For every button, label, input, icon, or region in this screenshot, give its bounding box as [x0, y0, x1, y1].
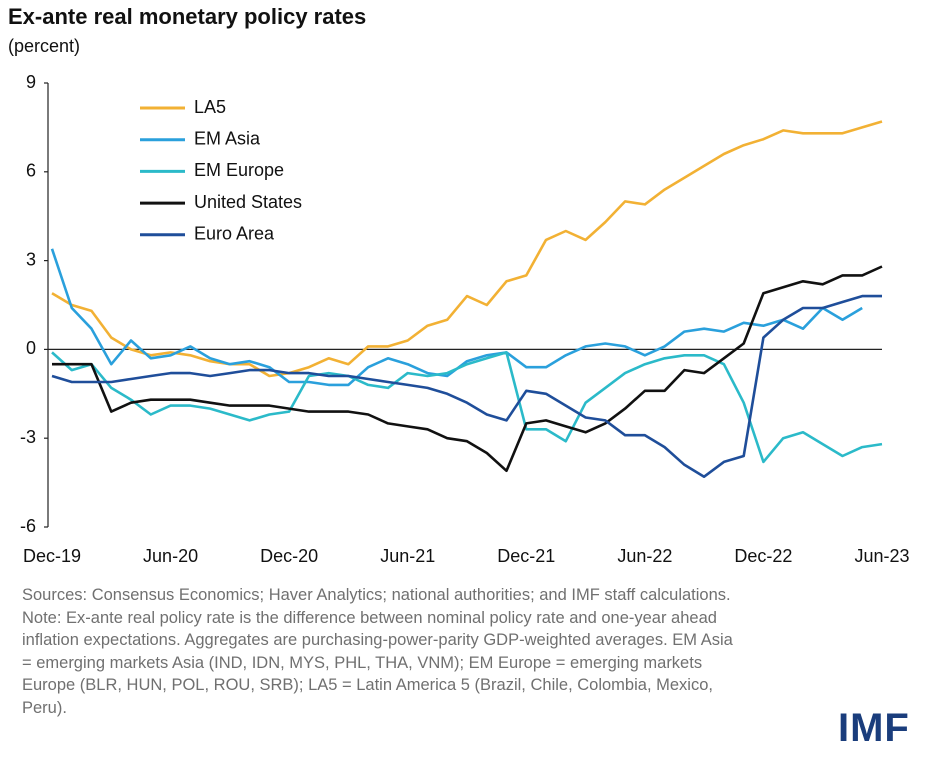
y-tick-label: 6: [26, 161, 36, 181]
x-tick-label: Jun-23: [854, 546, 909, 566]
chart: Ex-ante real monetary policy rates (perc…: [8, 4, 910, 566]
series-line: [50, 248, 863, 387]
x-tick-label: Jun-20: [143, 546, 198, 566]
logo: IMF: [838, 706, 910, 750]
x-tick-label: Dec-19: [23, 546, 81, 566]
legend-label: United States: [194, 192, 302, 212]
y-tick-label: 9: [26, 72, 36, 92]
y-tick-label: 0: [26, 338, 36, 358]
x-tick-label: Dec-22: [734, 546, 792, 566]
y-tick-label: 3: [26, 249, 36, 269]
series-line: [51, 120, 883, 378]
series-line: [51, 351, 883, 464]
note: Note: Ex-ante real policy rate is the di…: [22, 608, 733, 717]
y-tick-label: -6: [20, 516, 36, 536]
chart-title: Ex-ante real monetary policy rates: [8, 4, 366, 29]
y-tick-label: -3: [20, 427, 36, 447]
series-line: [51, 294, 882, 478]
x-tick-label: Dec-20: [260, 546, 318, 566]
legend-label: EM Asia: [194, 128, 261, 148]
x-tick-label: Jun-22: [617, 546, 672, 566]
sources: Sources: Consensus Economics; Haver Anal…: [22, 586, 731, 604]
notes: Sources: Consensus Economics; Haver Anal…: [22, 584, 742, 719]
legend-label: Euro Area: [194, 224, 275, 244]
legend-label: LA5: [194, 97, 226, 117]
chart-subtitle: (percent): [8, 36, 80, 56]
series-line: [52, 265, 883, 473]
x-tick-label: Dec-21: [497, 546, 555, 566]
legend-label: EM Europe: [194, 160, 284, 180]
x-tick-label: Jun-21: [380, 546, 435, 566]
